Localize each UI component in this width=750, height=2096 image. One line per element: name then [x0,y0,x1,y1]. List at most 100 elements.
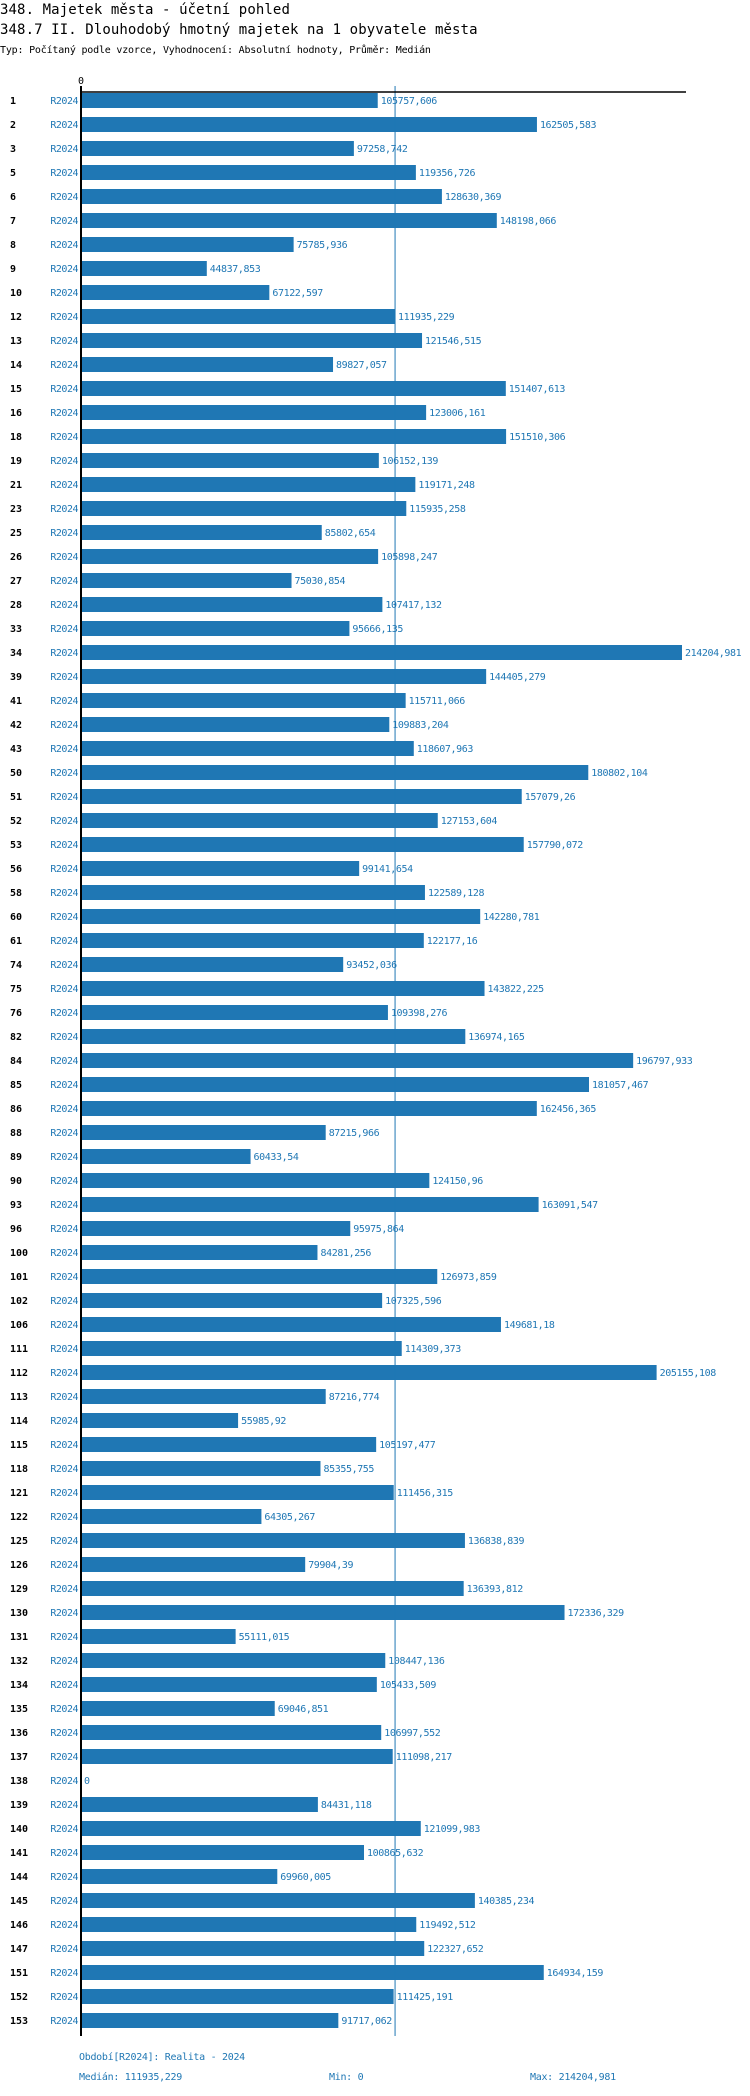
period-label: R2024 [50,264,78,275]
value-label: 214204,981 [685,648,742,659]
bar [81,1389,326,1404]
value-label: 75785,936 [297,240,348,251]
bar [81,789,522,804]
value-label: 105433,509 [380,1680,437,1691]
row-id-label: 16 [10,408,22,419]
row-id-label: 74 [10,960,22,971]
bar [81,333,423,348]
period-label: R2024 [50,1920,78,1931]
value-label: 105757,606 [381,96,438,107]
bar [81,765,589,780]
bar [81,1653,386,1668]
value-label: 136838,839 [468,1536,525,1547]
value-label: 97258,742 [357,144,408,155]
row-id-label: 7 [10,216,16,227]
value-label: 105898,247 [381,552,438,563]
row-id-label: 1 [10,96,16,107]
period-label: R2024 [50,936,78,947]
period-label: R2024 [50,792,78,803]
value-label: 142280,781 [483,912,540,923]
value-label: 107325,596 [385,1296,442,1307]
bar [81,189,442,204]
row-id-label: 125 [10,1536,28,1547]
row-id-label: 23 [10,504,22,515]
value-label: 87215,966 [329,1128,380,1139]
row-id-label: 135 [10,1704,28,1715]
period-label: R2024 [50,240,78,251]
value-label: 111456,315 [397,1488,454,1499]
value-label: 122327,652 [427,1944,484,1955]
row-id-label: 138 [10,1776,28,1787]
period-label: R2024 [50,1680,78,1691]
value-label: 64305,267 [264,1512,315,1523]
period-label: R2024 [50,1848,78,1859]
row-id-label: 113 [10,1392,28,1403]
period-label: R2024 [50,456,78,467]
row-id-label: 19 [10,456,22,467]
bar [81,1101,537,1116]
value-label: 126973,859 [440,1272,497,1283]
period-label: R2024 [50,576,78,587]
period-label: R2024 [50,696,78,707]
period-label: R2024 [50,1632,78,1643]
period-label: R2024 [50,120,78,131]
bar [81,1581,464,1596]
period-label: R2024 [50,1704,78,1715]
value-label: 87216,774 [329,1392,380,1403]
period-label: R2024 [50,144,78,155]
row-id-label: 42 [10,720,22,731]
bar [81,1677,377,1692]
bar [81,1605,565,1620]
value-label: 162456,365 [540,1104,597,1115]
row-id-label: 34 [10,648,22,659]
row-id-label: 139 [10,1800,28,1811]
row-id-label: 152 [10,1992,28,2003]
bar [81,405,427,420]
value-label: 109398,276 [391,1008,448,1019]
bar [81,573,292,588]
row-id-label: 89 [10,1152,22,1163]
period-label: R2024 [50,864,78,875]
period-label: R2024 [50,1392,78,1403]
value-label: 89827,057 [336,360,387,371]
bar [81,1485,394,1500]
period-label: R2024 [50,648,78,659]
row-id-label: 114 [10,1416,28,1427]
period-label: R2024 [50,1896,78,1907]
value-label: 67122,597 [272,288,323,299]
value-label: 172336,329 [568,1608,625,1619]
bar [81,1341,402,1356]
period-label: R2024 [50,720,78,731]
bar [81,645,682,660]
bar [81,1125,326,1140]
value-label: 111098,217 [396,1752,453,1763]
value-label: 164934,159 [547,1968,604,1979]
period-label: R2024 [50,312,78,323]
bar [81,621,350,636]
bar [81,885,425,900]
row-id-label: 85 [10,1080,22,1091]
period-label: R2024 [50,1152,78,1163]
row-id-label: 58 [10,888,22,899]
bar [81,1509,262,1524]
bar [81,2013,339,2028]
value-label: 181057,467 [592,1080,649,1091]
period-label: R2024 [50,840,78,851]
value-label: 122589,128 [428,888,485,899]
bar [81,1557,306,1572]
period-label: R2024 [50,168,78,179]
row-id-label: 90 [10,1176,22,1187]
row-id-label: 112 [10,1368,28,1379]
period-label: R2024 [50,624,78,635]
row-id-label: 12 [10,312,22,323]
period-label: R2024 [50,912,78,923]
row-id-label: 118 [10,1464,28,1475]
bar [81,1941,425,1956]
row-id-label: 121 [10,1488,28,1499]
period-label: R2024 [50,1272,78,1283]
period-label: R2024 [50,480,78,491]
value-label: 119356,726 [419,168,476,179]
value-label: 162505,583 [540,120,597,131]
period-label: R2024 [50,1344,78,1355]
